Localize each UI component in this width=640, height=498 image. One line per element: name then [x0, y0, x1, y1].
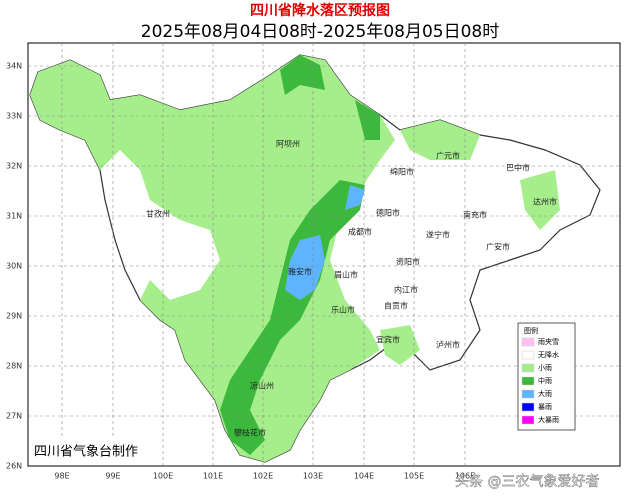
- lon-label: 105E: [404, 472, 424, 481]
- legend-swatch: [521, 415, 535, 425]
- lon-label: 100E: [153, 472, 173, 481]
- province: [29, 54, 601, 463]
- subtitle: 2025年08月04日08时-2025年08月05日08时: [141, 22, 499, 42]
- lon-label: 106E: [455, 472, 475, 481]
- legend-label: 无降水: [538, 350, 559, 359]
- lat-label: 34N: [6, 62, 22, 71]
- place: 阿坝州: [276, 140, 300, 149]
- place: 遂宁市: [426, 230, 450, 240]
- place: 德阳市: [376, 208, 400, 218]
- lat-label: 31N: [6, 212, 22, 221]
- place: 广安市: [486, 242, 510, 252]
- legend-swatch: [521, 376, 535, 386]
- place: 宜宾市: [376, 335, 400, 345]
- place: 甘孜州: [146, 209, 170, 219]
- place: 眉山市: [334, 270, 358, 280]
- lon-label: 103E: [303, 472, 323, 481]
- places: 阿坝州 甘孜州 绵阳市 广元市 巴中市 达州市 德阳市 成都市 遂宁市 南充市 …: [146, 140, 557, 438]
- place: 巴中市: [506, 163, 530, 173]
- lat-label: 26N: [6, 462, 22, 471]
- place: 资阳市: [396, 257, 420, 267]
- place: 内江市: [394, 285, 418, 295]
- legend-label: 大暴雨: [538, 415, 559, 424]
- legend-label: 大雨: [538, 389, 552, 398]
- place: 绵阳市: [390, 167, 414, 177]
- lat-label: 28N: [6, 362, 22, 371]
- legend-label: 中雨: [538, 376, 552, 385]
- place: 自贡市: [384, 301, 408, 311]
- place: 达州市: [533, 197, 557, 207]
- lat-label: 32N: [6, 162, 22, 171]
- legend-swatch: [521, 363, 535, 373]
- graticule: [28, 43, 620, 466]
- credit: 四川省气象台制作: [34, 444, 138, 460]
- lon-label: 104E: [354, 472, 374, 481]
- credit-box: [29, 437, 159, 465]
- place: 南充市: [463, 210, 487, 220]
- place: 广元市: [436, 151, 460, 161]
- legend-label: 小雨: [538, 363, 552, 372]
- lon-labels: 98E 99E 100E 101E 102E 103E 104E 105E 10…: [54, 472, 475, 481]
- lon-label: 101E: [203, 472, 223, 481]
- legend-swatch: [521, 350, 535, 360]
- lat-labels: 34N 33N 32N 31N 30N 29N 28N 27N 26N: [6, 62, 22, 471]
- legend-label: 雨夹雪: [538, 337, 559, 346]
- place: 泸州市: [436, 340, 460, 350]
- legend-swatch: [521, 402, 535, 412]
- lat-label: 27N: [6, 412, 22, 421]
- place: 雅安市: [288, 267, 312, 277]
- place: 攀枝花市: [234, 428, 266, 438]
- lon-label: 102E: [253, 472, 273, 481]
- legend-label: 暴雨: [538, 403, 552, 411]
- place: 成都市: [348, 227, 372, 237]
- place: 凉山州: [250, 381, 274, 391]
- legend-swatch: [521, 389, 535, 399]
- place: 乐山市: [331, 305, 355, 315]
- legend-swatch: [521, 337, 535, 347]
- title: 四川省降水落区预报图: [250, 2, 390, 19]
- lon-label: 98E: [54, 472, 69, 481]
- watermark: 头条 @三农气象爱好者: [455, 473, 599, 490]
- lat-label: 33N: [6, 112, 22, 121]
- lat-label: 30N: [6, 262, 22, 271]
- lat-label: 29N: [6, 312, 22, 321]
- legend-title: 图例: [524, 326, 538, 335]
- lon-label: 99E: [105, 472, 120, 481]
